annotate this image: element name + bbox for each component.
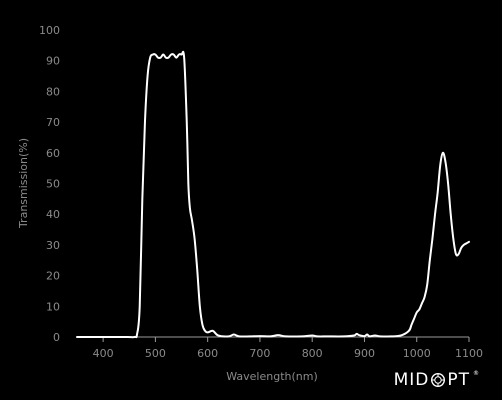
y-tick-label: 80: [46, 85, 60, 98]
x-axis-label: Wavelength(nm): [226, 370, 318, 383]
y-tick-label: 50: [46, 178, 60, 191]
x-tick-labels: 400 500 600 700 800 900 1000 1100: [93, 337, 483, 360]
x-tick-label: 1000: [403, 347, 431, 360]
y-tick-label: 10: [46, 300, 60, 313]
y-tick-label: 20: [46, 270, 60, 283]
x-tick-label: 1100: [455, 347, 483, 360]
y-tick-label: 40: [46, 208, 60, 221]
y-tick-label: 0: [53, 331, 60, 344]
y-tick-label: 70: [46, 116, 60, 129]
brand-text-left: MID: [393, 370, 430, 390]
y-tick-label: 30: [46, 239, 60, 252]
x-tick-label: 900: [354, 347, 375, 360]
x-tick-label: 500: [145, 347, 166, 360]
y-tick-label: 100: [39, 24, 60, 37]
y-tick-labels: 0 10 20 30 40 50 60 70 80 90 100: [39, 24, 60, 344]
y-tick-label: 60: [46, 147, 60, 160]
lens-icon: [431, 373, 446, 387]
transmission-curve: [76, 50, 470, 339]
y-axis-label: Transmission(%): [17, 138, 30, 229]
x-tick-label: 600: [197, 347, 218, 360]
x-tick-label: 400: [93, 347, 114, 360]
y-tick-label: 90: [46, 55, 60, 68]
midopt-logo: MID PT ®: [394, 370, 480, 390]
brand-text-right: PT: [447, 370, 470, 390]
x-tick-label: 800: [302, 347, 323, 360]
registered-mark: ®: [473, 370, 480, 377]
x-tick-label: 700: [249, 347, 270, 360]
